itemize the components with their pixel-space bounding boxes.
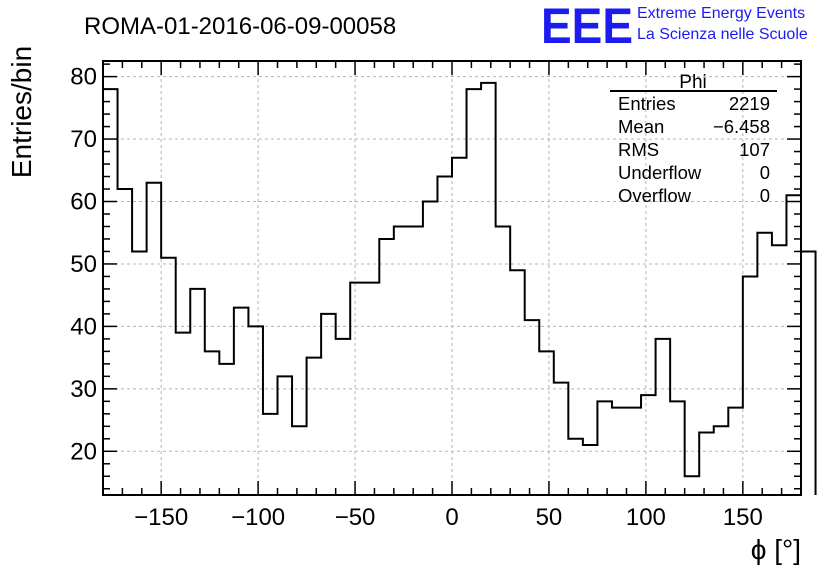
histogram-bin-11 [263,414,278,495]
eee-logo-mark: EEE [541,0,633,54]
histogram-bin-23 [437,177,452,495]
grid-lines [103,61,801,495]
histogram-bin-5 [176,333,191,495]
logo-caption-line2: La Scienza nelle Scuole [637,26,808,43]
histogram-bin-13 [292,426,307,495]
stats-value-2: 107 [739,139,770,160]
stats-title: Phi [679,72,706,93]
x-axis-title: ϕ [°] [751,534,801,565]
histogram-bin-41 [699,433,714,495]
histogram-bin-19 [379,239,394,495]
histogram-bin-1 [118,189,133,495]
stats-label-1: Mean [618,116,664,137]
y-tick-label-1: 30 [70,376,97,403]
histogram-bin-30 [539,351,554,495]
histogram-bin-31 [554,383,569,495]
stats-value-4: 0 [760,185,770,206]
x-tick-label-1: −100 [231,504,285,531]
x-tick-label-0: −150 [134,504,188,531]
histogram-bin-34 [597,401,612,495]
histogram-bin-37 [641,395,656,495]
histogram-bin-16 [336,339,351,495]
histogram-bin-24 [452,158,467,495]
histogram-bin-14 [307,358,322,495]
stats-rows: Entries 2219 Mean −6.458 RMS 107 Underflow 0 Ove… [618,93,770,206]
x-tick-label-2: −50 [335,504,376,531]
histogram-bin-4 [161,258,176,495]
y-tick-label-0: 20 [70,438,97,465]
histogram-bin-45 [757,233,772,495]
histogram-bin-44 [743,276,758,495]
histogram-bin-25 [467,89,482,495]
y-tick-label-6: 80 [70,64,97,91]
stats-value-1: −6.458 [713,116,770,137]
histogram-bin-10 [248,326,263,495]
histogram-bin-22 [423,202,438,495]
histogram-bins [103,83,816,495]
histogram-bin-20 [394,226,409,495]
histogram-bin-8 [219,364,234,495]
x-tick-label-3: 0 [445,504,458,531]
logo-caption-line1: Extreme Energy Events [637,5,805,22]
stats-label-0: Entries [618,93,676,114]
histogram-outline [102,81,817,495]
stats-box: Phi Entries 2219 Mean −6.458 RMS 107 Underflow… [610,72,777,206]
histogram-bin-27 [496,226,511,495]
histogram-bin-17 [350,283,365,495]
histogram-bin-29 [525,320,540,495]
x-tick-label-4: 50 [536,504,563,531]
histogram-bin-36 [627,408,642,495]
histogram-bin-26 [481,83,496,495]
stats-label-4: Overflow [618,185,692,206]
x-tick-label-6: 150 [723,504,763,531]
x-tick-labels: −150 −100 −50 0 50 100 150 [134,504,763,531]
histogram-bin-32 [568,439,583,495]
y-tick-label-4: 60 [70,189,97,216]
histogram-bin-2 [132,251,147,495]
stats-value-3: 0 [760,162,770,183]
y-tick-label-2: 40 [70,313,97,340]
histogram-bin-43 [728,408,743,495]
histogram-bin-33 [583,445,598,495]
histogram-bin-40 [685,476,700,495]
chart-title: ROMA-01-2016-06-09-00058 [84,13,396,40]
stats-value-0: 2219 [729,93,770,114]
stats-label-3: Underflow [618,162,702,183]
eee-logo: EEE Extreme Energy Events La Scienza nel… [541,0,808,54]
histogram-bin-39 [670,401,685,495]
y-tick-label-3: 50 [70,251,97,278]
y-tick-label-5: 70 [70,126,97,153]
histogram-bin-12 [278,376,293,495]
histogram-bin-42 [714,426,729,495]
histogram-bin-35 [612,408,627,495]
stats-label-2: RMS [618,139,659,160]
histogram-bin-46 [772,245,787,495]
histogram-bin-9 [234,308,249,495]
histogram-bin-28 [510,270,525,495]
histogram-bin-48 [801,251,816,495]
histogram-bin-6 [190,289,205,495]
x-tick-label-5: 100 [626,504,666,531]
histogram-bin-15 [321,314,336,495]
histogram-bin-0 [103,89,118,495]
histogram-bin-21 [408,226,423,495]
y-tick-labels: 20 30 40 50 60 70 80 [70,64,97,466]
y-axis-title: Entries/bin [6,46,37,178]
histogram-bin-38 [656,339,671,495]
histogram-bin-3 [147,183,162,495]
histogram-bin-7 [205,351,220,495]
histogram-bin-18 [365,283,380,495]
axis-ticks [102,61,802,495]
histogram-bin-47 [786,195,801,495]
